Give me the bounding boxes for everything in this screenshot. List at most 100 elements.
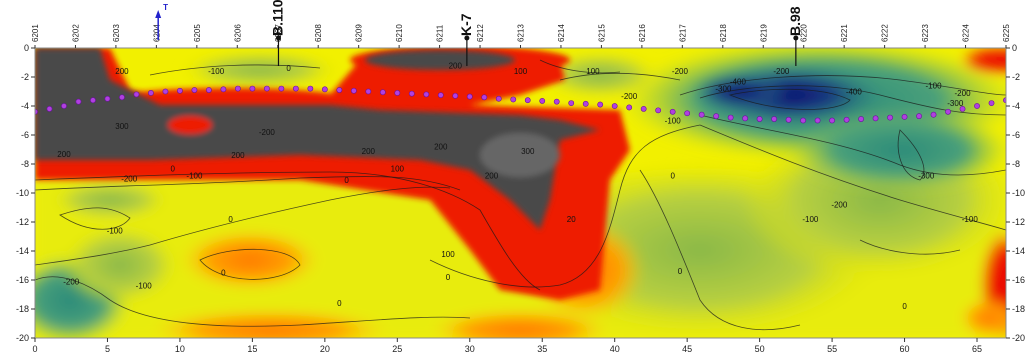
boundary-point — [46, 106, 53, 112]
station-label: 6203 — [112, 24, 121, 42]
contour-label: -200 — [672, 67, 689, 76]
y-tick-label-right: -8 — [1012, 159, 1020, 169]
boundary-point — [249, 85, 256, 92]
boundary-point — [916, 113, 922, 120]
contour-label: -100 — [107, 227, 124, 236]
contour-label: -200 — [955, 89, 972, 98]
contour-label: -100 — [186, 172, 203, 181]
boundary-point — [119, 94, 125, 101]
contour-label: 100 — [586, 67, 600, 76]
x-tick-label: 10 — [175, 344, 185, 354]
boundary-point — [568, 100, 575, 106]
contour-label: -100 — [208, 67, 225, 76]
boundary-point — [771, 116, 778, 122]
boundary-point — [408, 90, 415, 97]
borehole-marker-dot — [275, 35, 281, 41]
boundary-point — [640, 106, 647, 112]
boundary-point — [582, 100, 589, 107]
boundary-point — [713, 113, 720, 120]
boundary-point — [394, 90, 401, 96]
y-tick-label-right: -14 — [1012, 246, 1025, 256]
y-tick-label-right: -16 — [1012, 275, 1025, 285]
boundary-point — [1003, 97, 1006, 104]
contour-label: 200 — [231, 151, 245, 160]
station-label: 6205 — [193, 24, 202, 42]
boundary-point — [597, 101, 604, 108]
boundary-point — [510, 96, 517, 103]
boundary-point — [423, 91, 430, 98]
contour-label: 20 — [567, 215, 576, 224]
x-tick-label: 15 — [247, 344, 257, 354]
boundary-point — [539, 98, 546, 104]
y-tick-label-left: -16 — [16, 275, 29, 285]
y-tick-label-left: -4 — [21, 101, 29, 111]
contour-label: -200 — [831, 201, 848, 210]
boundary-dotted-line — [35, 85, 1006, 124]
y-tick-label-left: 0 — [24, 43, 29, 53]
y-tick-label-right: -12 — [1012, 217, 1025, 227]
y-tick-label-left: -10 — [16, 188, 29, 198]
top-marker-label: T — [163, 3, 168, 12]
y-tick-label-right: -18 — [1012, 304, 1025, 314]
x-axis: 0 5 10 15 20 25 30 35 40 45 50 55 60 65 — [32, 338, 982, 354]
contour-label: 0 — [678, 267, 683, 276]
station-label: 6202 — [71, 24, 80, 42]
contour-label: 0 — [337, 299, 342, 308]
contour-label: 0 — [228, 215, 233, 224]
boundary-point — [887, 114, 893, 121]
boundary-point — [481, 94, 488, 101]
y-axis-right: 0 -2 -4 -6 -8 -10 -12 -14 -16 -18 -20 — [1006, 43, 1025, 343]
boundary-point — [263, 85, 270, 92]
contour-label: -100 — [136, 282, 153, 291]
contour-label: 0 — [286, 64, 291, 73]
boundary-point — [379, 89, 386, 96]
station-label: 6218 — [719, 24, 728, 42]
boundary-point — [858, 116, 864, 122]
x-tick-label: 20 — [320, 344, 330, 354]
boundary-point — [684, 110, 691, 117]
boundary-point — [698, 111, 705, 118]
station-label: 6206 — [233, 24, 242, 42]
contour-label: 0 — [170, 164, 175, 173]
boundary-point — [945, 108, 951, 115]
contour-label: 200 — [57, 150, 71, 159]
station-label: 6209 — [355, 24, 364, 42]
contour-label: -200 — [121, 174, 138, 183]
y-tick-label-left: -20 — [16, 333, 29, 343]
contour-label: -300 — [918, 172, 935, 181]
contour-label: 200 — [434, 143, 448, 152]
boundary-point — [495, 95, 502, 102]
x-tick-label: 0 — [32, 344, 37, 354]
contour-label: 300 — [521, 147, 535, 156]
boundary-point — [278, 85, 285, 92]
borehole-markers: B.110 K-7 B.98 T — [155, 0, 803, 66]
station-label: 6221 — [840, 24, 849, 42]
x-tick-label: 30 — [465, 344, 475, 354]
station-label: 6214 — [557, 24, 566, 42]
x-tick-label: 40 — [610, 344, 620, 354]
y-tick-label-left: -18 — [16, 304, 29, 314]
boundary-point — [814, 117, 821, 124]
boundary-point — [988, 100, 995, 106]
borehole-marker-dot — [793, 35, 799, 41]
boundary-point — [800, 117, 807, 124]
boundary-point — [133, 91, 140, 98]
boundary-point — [727, 114, 734, 121]
boundary-point — [524, 97, 531, 104]
boundary-point — [220, 86, 227, 93]
contour-label: 200 — [362, 147, 376, 156]
boundary-point — [974, 103, 980, 109]
contour-label: 100 — [391, 164, 405, 173]
y-tick-label-right: 0 — [1012, 43, 1017, 53]
station-label: 6204 — [152, 24, 161, 42]
y-tick-label-left: -14 — [16, 246, 29, 256]
borehole-label: B.110 — [269, 0, 285, 36]
x-tick-label: 60 — [900, 344, 910, 354]
contour-label: -300 — [715, 85, 732, 94]
boundary-point — [177, 87, 183, 94]
y-tick-label-right: -2 — [1012, 72, 1020, 82]
y-tick-label-right: -20 — [1012, 333, 1025, 343]
contour-label: -300 — [947, 99, 964, 108]
